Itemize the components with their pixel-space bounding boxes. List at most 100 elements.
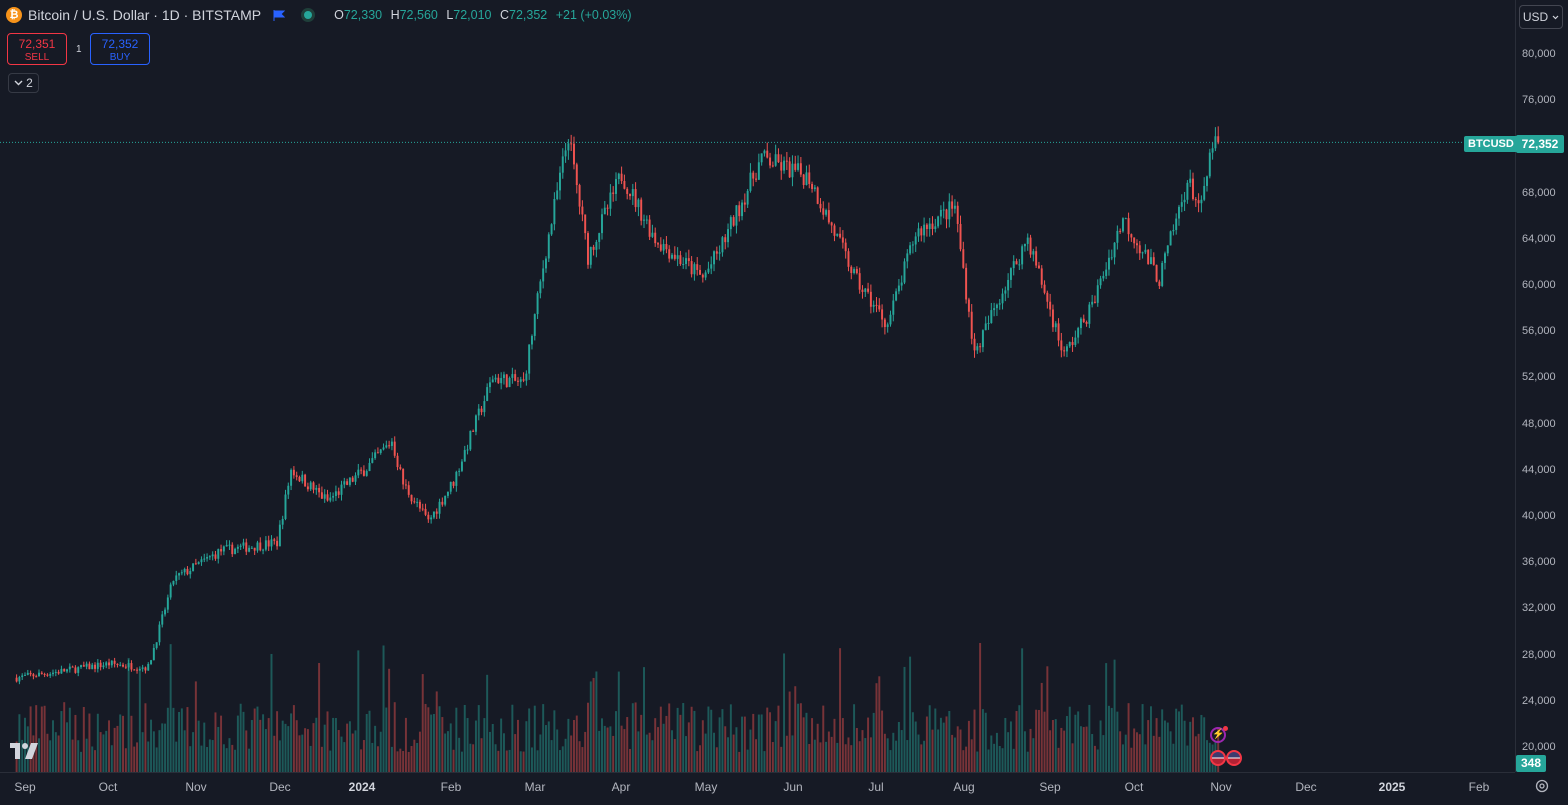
candle-body (88, 663, 91, 670)
volume-bar (1096, 749, 1099, 772)
volume-bar (729, 704, 732, 772)
volume-bar (528, 708, 531, 772)
candle-body (60, 668, 63, 674)
candle-body (867, 288, 870, 292)
candle-body (1043, 284, 1046, 293)
price-axis[interactable]: 80,00076,00072,00068,00064,00060,00056,0… (1515, 0, 1568, 772)
us-flag-event-icon[interactable] (1226, 750, 1242, 766)
candle-body (623, 180, 626, 189)
candle-body (334, 491, 337, 497)
volume-bar (474, 720, 477, 772)
volume-bar (539, 734, 542, 772)
volume-bar (351, 733, 354, 772)
time-axis[interactable]: Sep Oct Nov Dec 2024 Feb Mar Apr May Jun Jul Aug Sep… (0, 772, 1515, 805)
volume-bar (200, 745, 203, 772)
price-tick-label: 80,000 (1522, 48, 1556, 60)
candle-body (211, 554, 214, 557)
candle-body (816, 187, 819, 204)
candle-body (74, 667, 77, 673)
candle-body (413, 501, 416, 503)
candle-body (802, 174, 805, 185)
spread-value: 1 (76, 44, 82, 55)
volume-bar (713, 732, 716, 772)
candle-body (1054, 323, 1057, 328)
volume-bar (679, 714, 682, 772)
volume-bar (721, 709, 724, 772)
candle-body (203, 558, 206, 560)
candle-body (1065, 346, 1068, 352)
candle-body (525, 373, 528, 381)
volume-bar (920, 744, 923, 772)
volume-bar (197, 720, 200, 772)
candle-body (693, 264, 696, 275)
volume-bar (1049, 730, 1052, 772)
tradingview-logo-icon[interactable] (10, 742, 42, 760)
candle-body (186, 568, 189, 575)
volume-bar (942, 722, 945, 772)
candle-body (147, 663, 150, 671)
candle-body (556, 190, 559, 199)
volume-bar (760, 714, 763, 772)
candle-body (497, 377, 500, 384)
volume-bar (1082, 727, 1085, 772)
candle-body (889, 314, 892, 325)
candle-body (970, 311, 973, 339)
volume-bar (1085, 726, 1088, 772)
volume-bar (1152, 735, 1155, 772)
volume-bar (819, 742, 822, 772)
volume-bar (945, 716, 948, 772)
volume-bar (326, 711, 329, 772)
volume-bar (1121, 744, 1124, 772)
candle-body (245, 542, 248, 552)
candle-body (609, 192, 612, 209)
currency-dropdown[interactable]: USD (1519, 5, 1563, 29)
candle-body (1116, 230, 1119, 243)
candle-body (315, 487, 318, 490)
sell-button[interactable]: 72,351 SELL (7, 33, 67, 65)
volume-bar (1074, 714, 1077, 772)
candle-body (1023, 243, 1026, 247)
candle-body (306, 486, 309, 490)
currency-label: USD (1522, 10, 1549, 24)
candle-body (1147, 249, 1150, 265)
candle-body (270, 539, 273, 547)
candle-body (1074, 337, 1077, 345)
symbol-title[interactable]: Bitcoin / U.S. Dollar · 1D · BITSTAMP (28, 7, 262, 23)
settings-icon[interactable] (1534, 778, 1550, 794)
volume-bar (147, 741, 150, 772)
candle-body (727, 229, 730, 243)
candle-body (923, 224, 926, 236)
volume-bar (676, 707, 679, 772)
buy-button[interactable]: 72,352 BUY (90, 33, 150, 65)
candle-body (979, 346, 982, 348)
candle-body (52, 672, 54, 675)
volume-bar (881, 710, 884, 772)
volume-bar (477, 705, 480, 772)
flag-icon[interactable] (273, 9, 286, 21)
candle-body (267, 540, 270, 547)
candle-body (643, 219, 645, 221)
us-flag-event-icon[interactable] (1210, 750, 1226, 766)
volume-bar (1133, 728, 1136, 772)
volume-bar (771, 742, 774, 772)
candle-body (1124, 218, 1127, 220)
bitcoin-icon: ₿ (6, 7, 22, 23)
candle-body (343, 481, 346, 485)
price-tick-label: 40,000 (1522, 510, 1556, 522)
candle-body (309, 482, 312, 490)
volume-bar (483, 718, 486, 772)
market-status-icon[interactable] (301, 8, 316, 22)
candlestick-chart[interactable] (0, 0, 1515, 772)
volume-bar (797, 703, 800, 772)
chart-pane[interactable] (0, 0, 1515, 772)
volume-bar (231, 744, 234, 772)
volume-bar (488, 731, 491, 772)
volume-bar (629, 748, 631, 772)
candle-body (57, 671, 60, 674)
lightning-event-icon[interactable]: ⚡ (1210, 727, 1226, 743)
indicators-toggle-button[interactable]: 2 (8, 73, 39, 93)
volume-bar (648, 732, 651, 772)
candle-body (424, 508, 427, 515)
candle-body (136, 669, 139, 671)
volume-bar (570, 735, 573, 772)
